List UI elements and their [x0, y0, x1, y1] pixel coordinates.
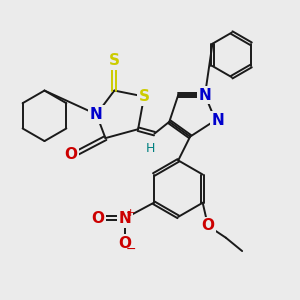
- Text: S: S: [109, 53, 120, 68]
- Text: N: N: [118, 211, 131, 226]
- Text: O: O: [118, 236, 131, 251]
- Text: O: O: [202, 218, 214, 233]
- Text: −: −: [126, 242, 136, 256]
- Text: O: O: [65, 147, 78, 162]
- Text: +: +: [126, 208, 135, 218]
- Text: N: N: [90, 107, 103, 122]
- Text: S: S: [139, 89, 150, 104]
- Text: N: N: [212, 113, 225, 128]
- Text: N: N: [199, 88, 212, 103]
- Text: H: H: [145, 142, 155, 155]
- Text: O: O: [92, 211, 104, 226]
